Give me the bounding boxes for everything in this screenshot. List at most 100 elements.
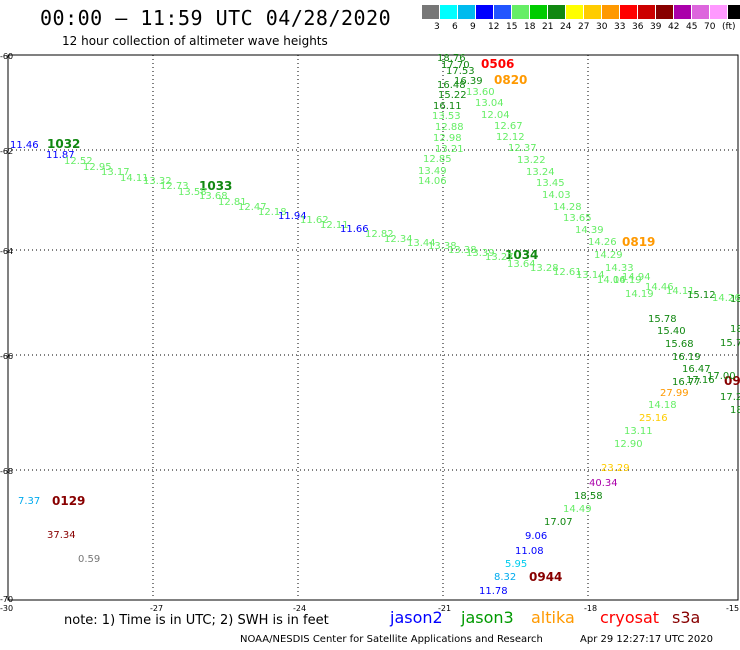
- wave-height-value: 8.32: [494, 572, 516, 583]
- wave-height-value: 13.17: [101, 167, 130, 178]
- wave-height-value: 12.04: [481, 110, 510, 121]
- wave-height-value: 12.81: [218, 197, 247, 208]
- wave-height-value: 15.40: [657, 326, 686, 337]
- wave-height-value: 14.03: [542, 190, 571, 201]
- wave-height-value: 11.62: [300, 215, 329, 226]
- wave-height-value: 12.47: [238, 202, 267, 213]
- wave-height-value: 12.18: [258, 207, 287, 218]
- wave-height-value: 16.48: [437, 80, 466, 91]
- wave-height-value: 13.44: [407, 238, 436, 249]
- wave-height-value: 14.39: [575, 225, 604, 236]
- lat-tick-label: -68: [0, 467, 13, 476]
- wave-height-value: 18.76: [437, 53, 466, 64]
- legend-label: 9: [470, 22, 476, 32]
- wave-height-value: 5.95: [505, 559, 527, 570]
- legend-swatch: [584, 5, 602, 19]
- wave-height-value: 12.85: [423, 154, 452, 165]
- lon-tick-label: -21: [438, 604, 451, 613]
- wave-height-value: 13.38: [448, 245, 477, 256]
- wave-height-value: 14.49: [563, 504, 592, 515]
- wave-height-value: 12.61: [553, 267, 582, 278]
- legend-swatch: [440, 5, 458, 19]
- lat-tick-label: -60: [0, 52, 13, 61]
- pass-time-label: 0819: [622, 235, 655, 249]
- wave-height-value: 12.37: [508, 143, 537, 154]
- wave-height-value: 17.53: [446, 66, 475, 77]
- wave-height-value: 17.2: [720, 392, 740, 403]
- wave-height-value: 13.22: [517, 155, 546, 166]
- map-title: 00:00 – 11:59 UTC 04/28/2020: [40, 6, 392, 30]
- legend-label: 27: [578, 22, 590, 32]
- wave-height-value: 23.29: [601, 463, 630, 474]
- wave-height-value: 12.52: [64, 156, 93, 167]
- wave-height-value: 11.87: [46, 150, 75, 161]
- lat-tick-label: -70: [0, 595, 13, 604]
- wave-height-value: 12.88: [435, 122, 464, 133]
- wave-height-value: 14.19: [613, 275, 642, 286]
- wave-height-value: 16.39: [454, 76, 483, 87]
- legend-label: 6: [452, 22, 458, 32]
- wave-height-value: 14.19: [625, 289, 654, 300]
- wave-height-value: 11.78: [479, 586, 508, 597]
- mission-name-jason3: jason3: [461, 608, 514, 627]
- legend-swatch: [674, 5, 692, 19]
- lon-tick-label: -27: [150, 604, 163, 613]
- legend-swatch: [548, 5, 566, 19]
- wave-height-value: 11.08: [515, 546, 544, 557]
- legend-swatch: [530, 5, 548, 19]
- lat-tick-label: -62: [0, 147, 13, 156]
- legend-swatch: [710, 5, 728, 19]
- wave-height-value: 15: [730, 294, 740, 305]
- wave-height-value: 13.04: [475, 98, 504, 109]
- wave-height-value: 12.67: [494, 121, 523, 132]
- wave-height-value: 13.58: [178, 187, 207, 198]
- wave-height-value: 18: [730, 324, 740, 335]
- wave-height-value: 11.46: [10, 140, 39, 151]
- pass-time-label: 0820: [494, 73, 527, 87]
- lon-tick-label: -15: [726, 604, 739, 613]
- wave-height-value: 13.32: [143, 176, 172, 187]
- legend-label: 33: [614, 22, 626, 32]
- lon-tick-label: -18: [584, 604, 597, 613]
- pass-time-label: 1032: [47, 137, 80, 151]
- wave-height-value: 13.64: [507, 259, 536, 270]
- wave-height-value: 12.73: [160, 181, 189, 192]
- legend-label: 36: [632, 22, 644, 32]
- wave-height-value: 12.98: [433, 133, 462, 144]
- wave-height-value: 13.45: [536, 178, 565, 189]
- legend-label: 45: [686, 22, 698, 32]
- pass-time-label: 1033: [199, 179, 232, 193]
- wave-height-value: 15.7: [720, 338, 740, 349]
- legend-label: 70: [704, 22, 716, 32]
- wave-height-value: 12.34: [384, 234, 413, 245]
- lon-tick-label: -24: [293, 604, 306, 613]
- wave-height-value: 9.06: [525, 531, 547, 542]
- mission-name-cryosat: cryosat: [600, 608, 660, 627]
- wave-height-value: 13.14: [576, 270, 605, 281]
- pass-time-label: 1034: [505, 248, 538, 262]
- wave-height-value: 13.39: [466, 248, 495, 259]
- wave-height-value: 17.70: [441, 60, 470, 71]
- legend-label: 30: [596, 22, 608, 32]
- wave-height-value: 13.68: [199, 191, 228, 202]
- legend-label: 42: [668, 22, 680, 32]
- legend-swatch: [692, 5, 710, 19]
- legend-swatch: [458, 5, 476, 19]
- legend-label: 15: [506, 22, 518, 32]
- legend-swatch: [728, 5, 740, 19]
- legend-swatch: [602, 5, 620, 19]
- wave-height-value: 12.11: [320, 220, 349, 231]
- wave-height-value: 15.12: [687, 290, 716, 301]
- legend-swatch: [638, 5, 656, 19]
- wave-height-value: 27.99: [660, 388, 689, 399]
- legend-swatch: [494, 5, 512, 19]
- lon-tick-label: -30: [0, 604, 13, 613]
- wave-height-value: 13.11: [624, 426, 653, 437]
- wave-height-value: 12.12: [496, 132, 525, 143]
- wave-height-value: 17.16: [686, 375, 715, 386]
- legend-label: 3: [434, 22, 440, 32]
- wave-height-value: 18: [730, 405, 740, 416]
- footer-timestamp: Apr 29 12:27:17 UTC 2020: [580, 634, 713, 645]
- legend-label: 12: [488, 22, 500, 32]
